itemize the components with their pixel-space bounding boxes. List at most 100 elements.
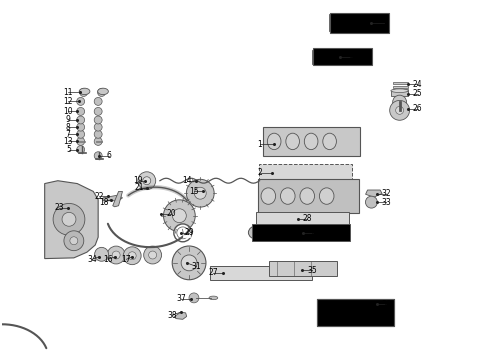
Text: 22: 22	[95, 192, 104, 201]
Ellipse shape	[318, 167, 332, 178]
Circle shape	[123, 247, 141, 265]
Ellipse shape	[300, 214, 315, 225]
Ellipse shape	[304, 133, 318, 150]
Circle shape	[94, 116, 102, 124]
Circle shape	[94, 152, 102, 160]
Ellipse shape	[311, 229, 320, 236]
Bar	[318, 299, 394, 325]
Ellipse shape	[307, 226, 324, 239]
Bar	[393, 86, 408, 88]
Ellipse shape	[280, 214, 295, 225]
Ellipse shape	[318, 305, 329, 319]
Ellipse shape	[302, 233, 309, 240]
Ellipse shape	[263, 167, 276, 178]
Polygon shape	[366, 190, 382, 197]
Circle shape	[177, 227, 189, 239]
Text: 29: 29	[184, 228, 194, 237]
Ellipse shape	[362, 305, 372, 319]
Ellipse shape	[322, 133, 337, 150]
Polygon shape	[103, 195, 122, 201]
Ellipse shape	[287, 226, 305, 239]
Polygon shape	[113, 192, 122, 207]
Text: 18: 18	[99, 198, 109, 207]
Text: 24: 24	[413, 80, 422, 89]
Text: 35: 35	[307, 266, 317, 275]
Circle shape	[77, 98, 85, 105]
Bar	[259, 164, 352, 181]
Bar	[313, 48, 372, 65]
Bar	[343, 18, 350, 28]
Ellipse shape	[299, 167, 313, 178]
Ellipse shape	[248, 226, 266, 239]
Text: 14: 14	[182, 176, 192, 185]
Bar	[337, 50, 347, 64]
Bar	[329, 14, 340, 31]
Circle shape	[107, 246, 125, 264]
Ellipse shape	[79, 88, 90, 95]
Polygon shape	[174, 312, 187, 319]
Text: 7: 7	[66, 130, 71, 139]
Ellipse shape	[209, 296, 218, 300]
Bar	[252, 224, 349, 242]
Ellipse shape	[319, 188, 334, 204]
Ellipse shape	[280, 188, 295, 204]
Ellipse shape	[333, 305, 343, 319]
Circle shape	[186, 179, 214, 207]
Ellipse shape	[221, 268, 234, 278]
Circle shape	[172, 209, 186, 223]
Text: 38: 38	[167, 311, 177, 320]
Bar	[341, 14, 352, 31]
Circle shape	[98, 89, 105, 96]
Circle shape	[53, 203, 85, 235]
Text: 37: 37	[176, 294, 186, 303]
Circle shape	[77, 107, 85, 116]
Ellipse shape	[271, 268, 284, 278]
Circle shape	[148, 251, 157, 259]
Bar	[258, 179, 359, 213]
Ellipse shape	[98, 88, 108, 95]
Ellipse shape	[281, 167, 294, 178]
Text: 2: 2	[257, 168, 262, 177]
Bar	[210, 266, 312, 280]
Text: 17: 17	[122, 255, 131, 264]
Bar	[324, 50, 335, 64]
Bar	[354, 14, 365, 31]
Text: 36: 36	[381, 300, 391, 309]
Circle shape	[138, 172, 156, 190]
Bar	[312, 50, 322, 64]
Text: 19: 19	[133, 176, 143, 185]
Bar	[330, 13, 389, 33]
Ellipse shape	[252, 229, 262, 236]
Bar	[349, 50, 360, 64]
Circle shape	[390, 100, 410, 120]
Circle shape	[164, 200, 195, 231]
Ellipse shape	[261, 188, 276, 204]
Circle shape	[64, 231, 84, 251]
Circle shape	[189, 293, 199, 303]
Bar	[79, 140, 85, 142]
Ellipse shape	[238, 268, 251, 278]
Ellipse shape	[300, 188, 315, 204]
Bar	[313, 51, 321, 62]
Bar	[270, 261, 338, 276]
Circle shape	[62, 212, 76, 226]
Ellipse shape	[288, 268, 300, 278]
Ellipse shape	[304, 133, 318, 150]
Ellipse shape	[267, 133, 281, 150]
Text: 11: 11	[63, 88, 73, 97]
Bar	[355, 18, 363, 28]
Circle shape	[95, 247, 108, 261]
Text: 10: 10	[63, 107, 73, 116]
Bar	[393, 82, 408, 84]
Text: 33: 33	[381, 198, 391, 207]
Bar	[256, 212, 349, 226]
Ellipse shape	[261, 214, 276, 225]
Circle shape	[77, 130, 85, 138]
Ellipse shape	[391, 89, 408, 93]
Circle shape	[366, 196, 377, 208]
Text: 21: 21	[134, 183, 144, 192]
Text: 3: 3	[381, 18, 386, 27]
Circle shape	[195, 187, 206, 199]
Circle shape	[392, 95, 407, 109]
Circle shape	[172, 246, 206, 280]
